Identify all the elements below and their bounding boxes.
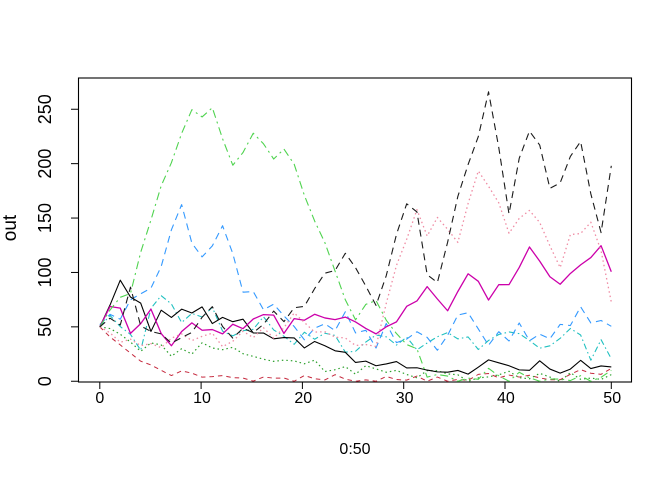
svg-text:50: 50 <box>35 317 55 337</box>
svg-text:100: 100 <box>35 257 55 287</box>
svg-text:out: out <box>0 214 21 241</box>
svg-text:200: 200 <box>35 149 55 179</box>
svg-text:150: 150 <box>35 203 55 233</box>
svg-text:0: 0 <box>35 376 55 386</box>
svg-text:250: 250 <box>35 94 55 124</box>
